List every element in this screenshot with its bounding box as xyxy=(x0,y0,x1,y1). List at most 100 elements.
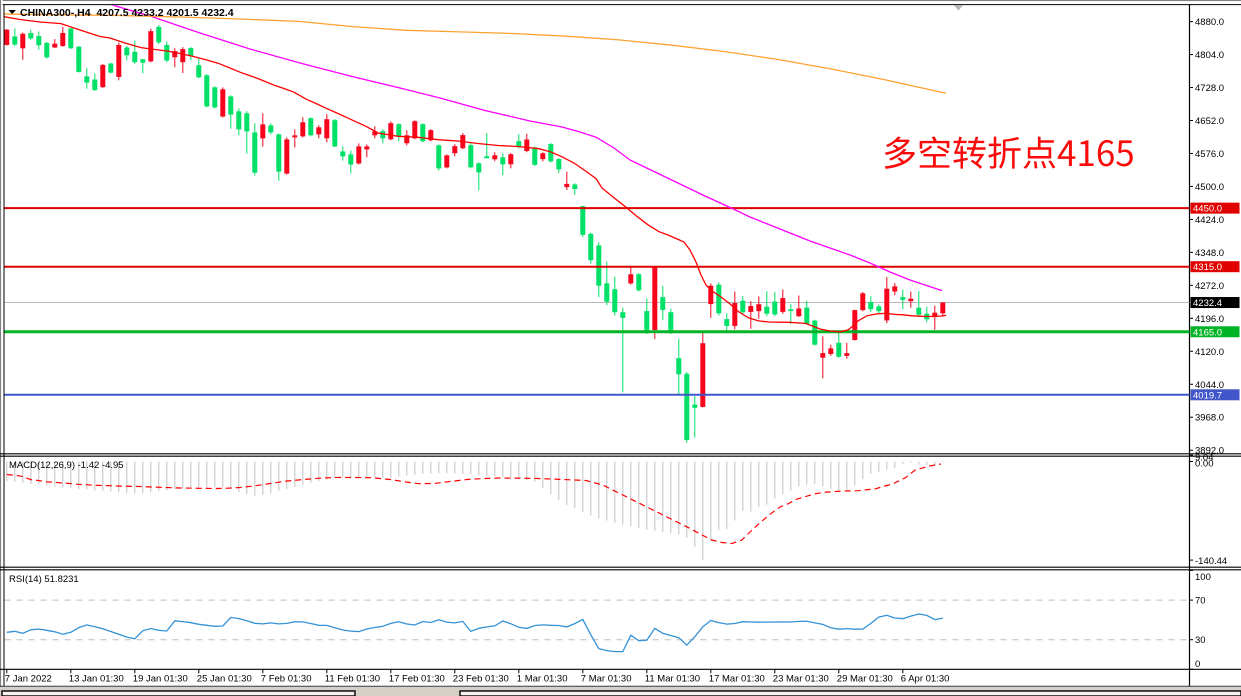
candle-body[interactable] xyxy=(124,47,130,56)
candle-body[interactable] xyxy=(52,43,58,48)
candle-body[interactable] xyxy=(932,312,938,317)
candle-body[interactable] xyxy=(244,113,250,132)
candle-body[interactable] xyxy=(388,123,394,140)
candle-body[interactable] xyxy=(564,183,570,188)
candle-body[interactable] xyxy=(236,111,242,130)
candle-body[interactable] xyxy=(356,146,362,164)
candle-body[interactable] xyxy=(828,348,834,354)
candle-body[interactable] xyxy=(36,36,42,46)
candle-body[interactable] xyxy=(476,163,482,173)
candle-body[interactable] xyxy=(428,130,434,141)
candle-body[interactable] xyxy=(700,343,706,407)
background-window-1[interactable] xyxy=(1,690,356,696)
candle-body[interactable] xyxy=(212,87,218,108)
candle-body[interactable] xyxy=(324,119,330,139)
candle-body[interactable] xyxy=(436,145,442,169)
candle-body[interactable] xyxy=(580,206,586,235)
candle-body[interactable] xyxy=(820,353,826,358)
candle-body[interactable] xyxy=(532,147,538,165)
candle-body[interactable] xyxy=(420,124,426,142)
candle-body[interactable] xyxy=(132,51,138,63)
candle-body[interactable] xyxy=(348,154,354,165)
candle-body[interactable] xyxy=(500,157,506,165)
candle-body[interactable] xyxy=(220,89,226,117)
candle-body[interactable] xyxy=(524,139,530,152)
candle-body[interactable] xyxy=(868,302,874,310)
candle-body[interactable] xyxy=(396,124,402,137)
candle-body[interactable] xyxy=(60,33,66,46)
candle-body[interactable] xyxy=(940,302,946,314)
candle-body[interactable] xyxy=(316,127,322,135)
candle-body[interactable] xyxy=(668,312,674,333)
candle-body[interactable] xyxy=(660,297,666,310)
candle-body[interactable] xyxy=(724,319,730,326)
candle-body[interactable] xyxy=(804,307,810,325)
candle-body[interactable] xyxy=(740,300,746,313)
candle-body[interactable] xyxy=(292,135,298,138)
candle-body[interactable] xyxy=(308,118,314,136)
candle-body[interactable] xyxy=(484,156,490,159)
candle-body[interactable] xyxy=(892,286,898,292)
candle-body[interactable] xyxy=(148,31,154,62)
candle-body[interactable] xyxy=(596,245,602,286)
candle-body[interactable] xyxy=(300,122,306,137)
candle-body[interactable] xyxy=(860,293,866,311)
candle-body[interactable] xyxy=(188,48,194,57)
rsi-panel[interactable] xyxy=(4,599,1190,641)
candle-body[interactable] xyxy=(836,342,842,357)
candle-body[interactable] xyxy=(228,96,234,115)
candle-body[interactable] xyxy=(372,131,378,136)
candle-body[interactable] xyxy=(180,49,186,63)
candle-body[interactable] xyxy=(780,298,786,312)
candle-body[interactable] xyxy=(644,310,650,332)
candle-body[interactable] xyxy=(556,159,562,170)
candle-body[interactable] xyxy=(284,139,290,174)
candle-body[interactable] xyxy=(76,46,82,72)
candle-body[interactable] xyxy=(108,63,114,73)
candle-body[interactable] xyxy=(204,75,210,107)
candle-body[interactable] xyxy=(404,135,410,144)
candle-body[interactable] xyxy=(140,59,146,63)
candle-body[interactable] xyxy=(876,306,882,312)
candle-body[interactable] xyxy=(764,306,770,314)
candle-body[interactable] xyxy=(20,33,26,49)
candle-body[interactable] xyxy=(620,312,626,318)
candle-body[interactable] xyxy=(772,301,778,315)
candle-body[interactable] xyxy=(588,233,594,261)
candle-body[interactable] xyxy=(684,373,690,441)
candle-body[interactable] xyxy=(756,304,762,312)
main-panel[interactable] xyxy=(4,25,1190,443)
candle-body[interactable] xyxy=(516,141,522,148)
candle-body[interactable] xyxy=(268,125,274,133)
candle-body[interactable] xyxy=(196,65,202,78)
candle-body[interactable] xyxy=(692,404,698,408)
candle-body[interactable] xyxy=(548,144,554,162)
candle-body[interactable] xyxy=(708,285,714,305)
candle-body[interactable] xyxy=(748,306,754,312)
candle-body[interactable] xyxy=(444,155,450,168)
candle-body[interactable] xyxy=(252,132,258,173)
candle-body[interactable] xyxy=(884,288,890,321)
candle-body[interactable] xyxy=(900,297,906,300)
macd-panel[interactable] xyxy=(6,461,944,561)
candle-body[interactable] xyxy=(276,134,282,172)
candle-body[interactable] xyxy=(84,76,90,83)
candle-body[interactable] xyxy=(492,155,498,160)
candle-body[interactable] xyxy=(468,145,474,168)
candle-body[interactable] xyxy=(732,303,738,326)
candle-body[interactable] xyxy=(156,26,162,43)
candle-body[interactable] xyxy=(12,36,18,45)
candle-body[interactable] xyxy=(260,124,266,139)
candle-body[interactable] xyxy=(676,358,682,375)
candle-body[interactable] xyxy=(4,29,10,45)
candle-body[interactable] xyxy=(364,146,370,150)
candle-body[interactable] xyxy=(100,64,106,88)
candle-body[interactable] xyxy=(412,121,418,139)
candle-body[interactable] xyxy=(604,283,610,302)
candle-body[interactable] xyxy=(172,51,178,58)
candle-body[interactable] xyxy=(652,267,658,330)
candle-body[interactable] xyxy=(572,184,578,190)
candle-body[interactable] xyxy=(540,153,546,160)
candle-body[interactable] xyxy=(68,28,74,49)
